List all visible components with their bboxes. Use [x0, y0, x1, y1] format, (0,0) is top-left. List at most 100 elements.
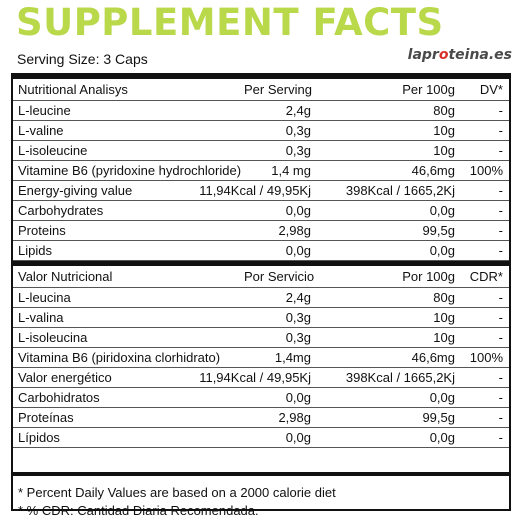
per-serving-value: 2,98g [278, 410, 311, 425]
per-100g-value: 10g [433, 123, 455, 138]
per-100g-value: 10g [433, 330, 455, 345]
nutrient-name: L-valine [18, 123, 64, 138]
daily-value: - [498, 410, 503, 425]
per-serving-value: 2,98g [278, 223, 311, 238]
footnotes: * Percent Daily Values are based on a 20… [13, 472, 509, 522]
daily-value: - [498, 310, 503, 325]
col-nutriente-header: Valor Nutricional [18, 269, 113, 284]
page-title: SUPPLEMENT FACTS [16, 1, 444, 44]
nutrient-name: L-isoleucina [18, 330, 88, 345]
table-row: L-leucine 2,4g 80g - [13, 101, 509, 121]
per-100g-value: 10g [433, 310, 455, 325]
footnote-cdr: * % CDR: Cantidad Diaria Recomendada. [18, 503, 259, 518]
per-100g-value: 0,0g [429, 390, 455, 405]
table-row: Carbohydrates 0,0g 0,0g - [13, 201, 509, 221]
spanish-header-row: Valor Nutricional Por Servicio Por 100g … [13, 266, 509, 288]
col-cdr-header: CDR* [469, 269, 503, 284]
spanish-rows: L-leucina 2,4g 80g - L-valina 0,3g 10g - L-isole… [13, 288, 509, 448]
daily-value: - [498, 103, 503, 118]
per-100g-value: 80g [433, 103, 455, 118]
nutrient-name: Valor energético [18, 370, 112, 385]
per-100g-value: 10g [433, 143, 455, 158]
daily-value: - [498, 390, 503, 405]
per-100g-value: 99,5g [422, 410, 455, 425]
nutrient-name: Proteins [18, 223, 66, 238]
per-100g-value: 0,0g [429, 243, 455, 258]
daily-value: 100% [469, 350, 503, 365]
per-serving-value: 0,3g [285, 310, 311, 325]
table-row: Carbohidratos 0,0g 0,0g - [13, 388, 509, 408]
table-row: Lipids 0,0g 0,0g - [13, 241, 509, 261]
table-row: Valor energético 11,94Kcal / 49,95Kj 398Kc… [13, 368, 509, 388]
nutrient-name: L-valina [18, 310, 64, 325]
col-100g-header: Per 100g [402, 82, 455, 97]
table-row: Vitamine B6 (pyridoxine hydrochloride) 1,… [13, 161, 509, 181]
col-nutrient-header: Nutritional Analisys [18, 82, 128, 97]
per-100g-value: 46,6mg [411, 350, 455, 365]
table-row: L-valine 0,3g 10g - [13, 121, 509, 141]
per-serving-value: 1,4mg [274, 350, 311, 365]
section-divider [13, 261, 509, 266]
nutrient-name: Lipids [18, 243, 52, 258]
col-dv-header: DV* [479, 82, 503, 97]
per-serving-value: 11,94Kcal / 49,95Kj [199, 370, 311, 385]
per-serving-value: 1,4 mg [271, 163, 311, 178]
per-serving-value: 0,3g [285, 123, 311, 138]
per-serving-value: 0,0g [285, 203, 311, 218]
nutrient-name: Proteínas [18, 410, 74, 425]
nutrient-name: Energy-giving value [18, 183, 133, 198]
nutrient-name: Vitamina B6 (piridoxina clorhidrato) [18, 350, 221, 365]
nutrient-name: Carbohidratos [18, 390, 100, 405]
top-rule [13, 75, 509, 79]
per-serving-value: 2,4g [285, 290, 311, 305]
table-row: Lípidos 0,0g 0,0g - [13, 428, 509, 448]
per-serving-value: 0,3g [285, 143, 311, 158]
per-100g-value: 46,6mg [411, 163, 455, 178]
brand-logo: laproteina.es [407, 47, 512, 63]
table-row: L-valina 0,3g 10g - [13, 308, 509, 328]
table-row: Proteins 2,98g 99,5g - [13, 221, 509, 241]
nutrient-name: Lípidos [18, 430, 60, 445]
spacer-row [13, 448, 509, 472]
daily-value: 100% [469, 163, 503, 178]
per-serving-value: 0,0g [285, 390, 311, 405]
nutrient-name: Vitamine B6 (pyridoxine hydrochloride) [18, 163, 242, 178]
nutrient-name: Carbohydrates [18, 203, 104, 218]
table-row: L-leucina 2,4g 80g - [13, 288, 509, 308]
daily-value: - [498, 183, 503, 198]
table-row: Proteínas 2,98g 99,5g - [13, 408, 509, 428]
daily-value: - [498, 370, 503, 385]
table-row: L-isoleucine 0,3g 10g - [13, 141, 509, 161]
per-serving-value: 0,0g [285, 430, 311, 445]
per-100g-value: 0,0g [429, 430, 455, 445]
per-100g-value: 0,0g [429, 203, 455, 218]
per-serving-value: 2,4g [285, 103, 311, 118]
daily-value: - [498, 330, 503, 345]
english-rows: L-leucine 2,4g 80g - L-valine 0,3g 10g - L-isole… [13, 101, 509, 261]
col-serving-header: Per Serving [244, 82, 312, 97]
per-100g-value: 99,5g [422, 223, 455, 238]
daily-value: - [498, 243, 503, 258]
daily-value: - [498, 123, 503, 138]
table-row: Energy-giving value 11,94Kcal / 49,95Kj 39… [13, 181, 509, 201]
table-row: Vitamina B6 (piridoxina clorhidrato) 1,4m… [13, 348, 509, 368]
nutrient-name: L-isoleucine [18, 143, 88, 158]
per-100g-value: 398Kcal / 1665,2Kj [345, 370, 455, 385]
col-servicio-header: Por Servicio [244, 269, 315, 284]
table-row: L-isoleucina 0,3g 10g - [13, 328, 509, 348]
nutrient-name: L-leucina [18, 290, 71, 305]
daily-value: - [498, 430, 503, 445]
daily-value: - [498, 290, 503, 305]
footnote-dv: * Percent Daily Values are based on a 20… [18, 485, 336, 500]
daily-value: - [498, 143, 503, 158]
per-serving-value: 11,94Kcal / 49,95Kj [199, 183, 311, 198]
daily-value: - [498, 203, 503, 218]
serving-size: Serving Size: 3 Caps [17, 51, 148, 67]
col-100g-header: Por 100g [402, 269, 455, 284]
daily-value: - [498, 223, 503, 238]
per-100g-value: 398Kcal / 1665,2Kj [345, 183, 455, 198]
per-serving-value: 0,0g [285, 243, 311, 258]
english-header-row: Nutritional Analisys Per Serving Per 100… [13, 79, 509, 101]
facts-table: Nutritional Analisys Per Serving Per 100… [11, 73, 511, 518]
per-serving-value: 0,3g [285, 330, 311, 345]
